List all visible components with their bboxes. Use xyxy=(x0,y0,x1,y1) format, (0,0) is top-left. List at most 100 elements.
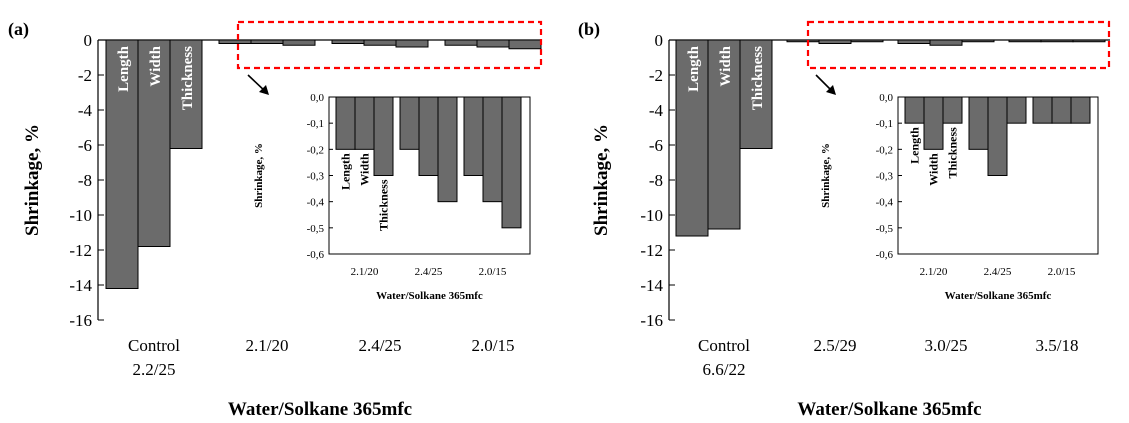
bar-length xyxy=(675,39,709,237)
inset-bar-thickness xyxy=(1070,96,1091,124)
y-tick-label: -6 xyxy=(78,136,92,155)
inset-y-tick-label: 0,0 xyxy=(879,92,893,104)
inset-y-tick-label: -0,1 xyxy=(307,118,324,130)
y-tick-label: -10 xyxy=(69,206,92,225)
inset-bar-label-length: Length xyxy=(908,127,922,164)
inset-x-category-label: 2.4/25 xyxy=(415,266,443,278)
bar-width xyxy=(137,39,171,247)
y-axis-title: Shrinkage, % xyxy=(22,124,43,236)
bar-width xyxy=(818,39,852,44)
bar-width xyxy=(929,39,963,46)
inset-y-tick-label: -0,6 xyxy=(876,249,894,261)
bar-thickness xyxy=(508,39,542,50)
inset-bar-length xyxy=(968,96,989,150)
inset-bar-length xyxy=(1032,96,1053,124)
inset-x-category-label: 2.0/15 xyxy=(479,266,507,278)
x-category-label: 3.5/18 xyxy=(1036,336,1079,355)
inset-y-axis-title: Shrinkage, % xyxy=(820,143,832,208)
panel-letter: (b) xyxy=(578,19,600,40)
x-category-label: Control xyxy=(128,336,180,355)
inset-y-tick-label: -0,4 xyxy=(307,197,325,209)
x-axis-title: Water/Solkane 365mfc xyxy=(797,399,981,420)
inset-bar-thickness xyxy=(437,96,458,203)
bar-label-width: Width xyxy=(148,45,164,86)
y-tick-label: -12 xyxy=(640,241,663,260)
inset-chart: 0,0 -0,1 -0,2 -0,3 -0,4 -0,5 -0,6 Shrinkage, % L… xyxy=(253,92,531,302)
inset-bar-width xyxy=(418,96,439,176)
inset-y-tick-label: -0,3 xyxy=(307,171,325,183)
y-tick-label: -2 xyxy=(649,66,663,85)
bar-length xyxy=(897,39,931,44)
panel-letter: (a) xyxy=(8,19,29,40)
y-tick-label: -8 xyxy=(649,171,663,190)
bar-thickness xyxy=(850,39,884,43)
inset-x-category-label: 2.4/25 xyxy=(984,266,1012,278)
y-tick-label: 0 xyxy=(655,31,664,50)
inset-y-tick-label: -0,5 xyxy=(307,223,325,235)
inset-y-axis-title: Shrinkage, % xyxy=(253,143,265,208)
x-category-label: 2.4/25 xyxy=(359,336,402,355)
y-tick-label: -16 xyxy=(640,311,663,330)
bar-thickness xyxy=(961,39,995,43)
inset-x-category-label: 2.1/20 xyxy=(351,266,379,278)
x-category-label: 2.2/25 xyxy=(133,360,176,379)
inset-y-tick-label: 0,0 xyxy=(310,92,324,104)
bar-length xyxy=(218,39,252,44)
y-tick-label: 0 xyxy=(84,31,93,50)
y-tick-label: -14 xyxy=(69,276,92,295)
y-tick-label: -12 xyxy=(69,241,92,260)
inset-bar-label-length: Length xyxy=(339,153,353,190)
bar-length xyxy=(444,39,478,46)
bar-width xyxy=(250,39,284,44)
y-tick-label: -6 xyxy=(649,136,663,155)
bar-thickness xyxy=(169,39,203,149)
inset-bar-length xyxy=(904,96,925,124)
bar-thickness xyxy=(395,39,429,48)
inset-bar-thickness xyxy=(501,96,522,229)
inset-y-tick-label: -0,6 xyxy=(307,249,325,261)
inset-bar-label-width: Width xyxy=(358,153,372,186)
bar-length xyxy=(331,39,365,44)
bar-length xyxy=(1008,39,1042,43)
chart-panel-b: (b) 0 -2 -4 -6 -8 -10 -12 -14 -16 Shrinkage, % Leng… xyxy=(578,19,1111,420)
inset-x-category-label: 2.1/20 xyxy=(920,266,948,278)
y-tick-label: -4 xyxy=(78,101,93,120)
y-tick-label: -2 xyxy=(78,66,92,85)
inset-bar-width xyxy=(987,96,1008,176)
bar-width xyxy=(476,39,510,48)
bar-length xyxy=(786,39,820,43)
inset-x-axis-title: Water/Solkane 365mfc xyxy=(945,290,1052,302)
inset-bar-length xyxy=(399,96,420,150)
bar-thickness xyxy=(739,39,773,149)
bar-thickness xyxy=(1072,39,1106,43)
inset-bar-width xyxy=(354,96,375,150)
inset-y-tick-label: -0,1 xyxy=(876,118,893,130)
zoom-arrow-head xyxy=(826,85,836,95)
bar-label-length: Length xyxy=(686,45,702,92)
bar-width xyxy=(707,39,741,230)
bar-label-thickness: Thickness xyxy=(180,46,196,110)
highlight-box xyxy=(806,20,1111,70)
bar-width xyxy=(1040,39,1074,43)
x-category-label: 2.0/15 xyxy=(472,336,515,355)
inset-y-tick-label: -0,2 xyxy=(876,144,893,156)
x-category-label: 2.1/20 xyxy=(246,336,289,355)
zoom-arrow-head xyxy=(259,85,269,95)
bar-label-length: Length xyxy=(116,45,132,92)
bar-length xyxy=(105,39,139,289)
inset-bar-thickness xyxy=(1006,96,1027,124)
y-tick-label: -16 xyxy=(69,311,92,330)
inset-x-category-label: 2.0/15 xyxy=(1048,266,1076,278)
inset-bar-label-thickness: Thickness xyxy=(946,127,960,179)
bar-thickness xyxy=(282,39,316,46)
inset-bar-thickness xyxy=(942,96,963,124)
bar-label-width: Width xyxy=(718,45,734,86)
x-category-label: 6.6/22 xyxy=(703,360,746,379)
x-axis-title: Water/Solkane 365mfc xyxy=(228,399,412,420)
y-tick-label: -4 xyxy=(649,101,664,120)
inset-y-tick-label: -0,3 xyxy=(876,171,894,183)
x-category-label: Control xyxy=(698,336,750,355)
y-tick-label: -10 xyxy=(640,206,663,225)
inset-bar-label-width: Width xyxy=(927,153,941,186)
